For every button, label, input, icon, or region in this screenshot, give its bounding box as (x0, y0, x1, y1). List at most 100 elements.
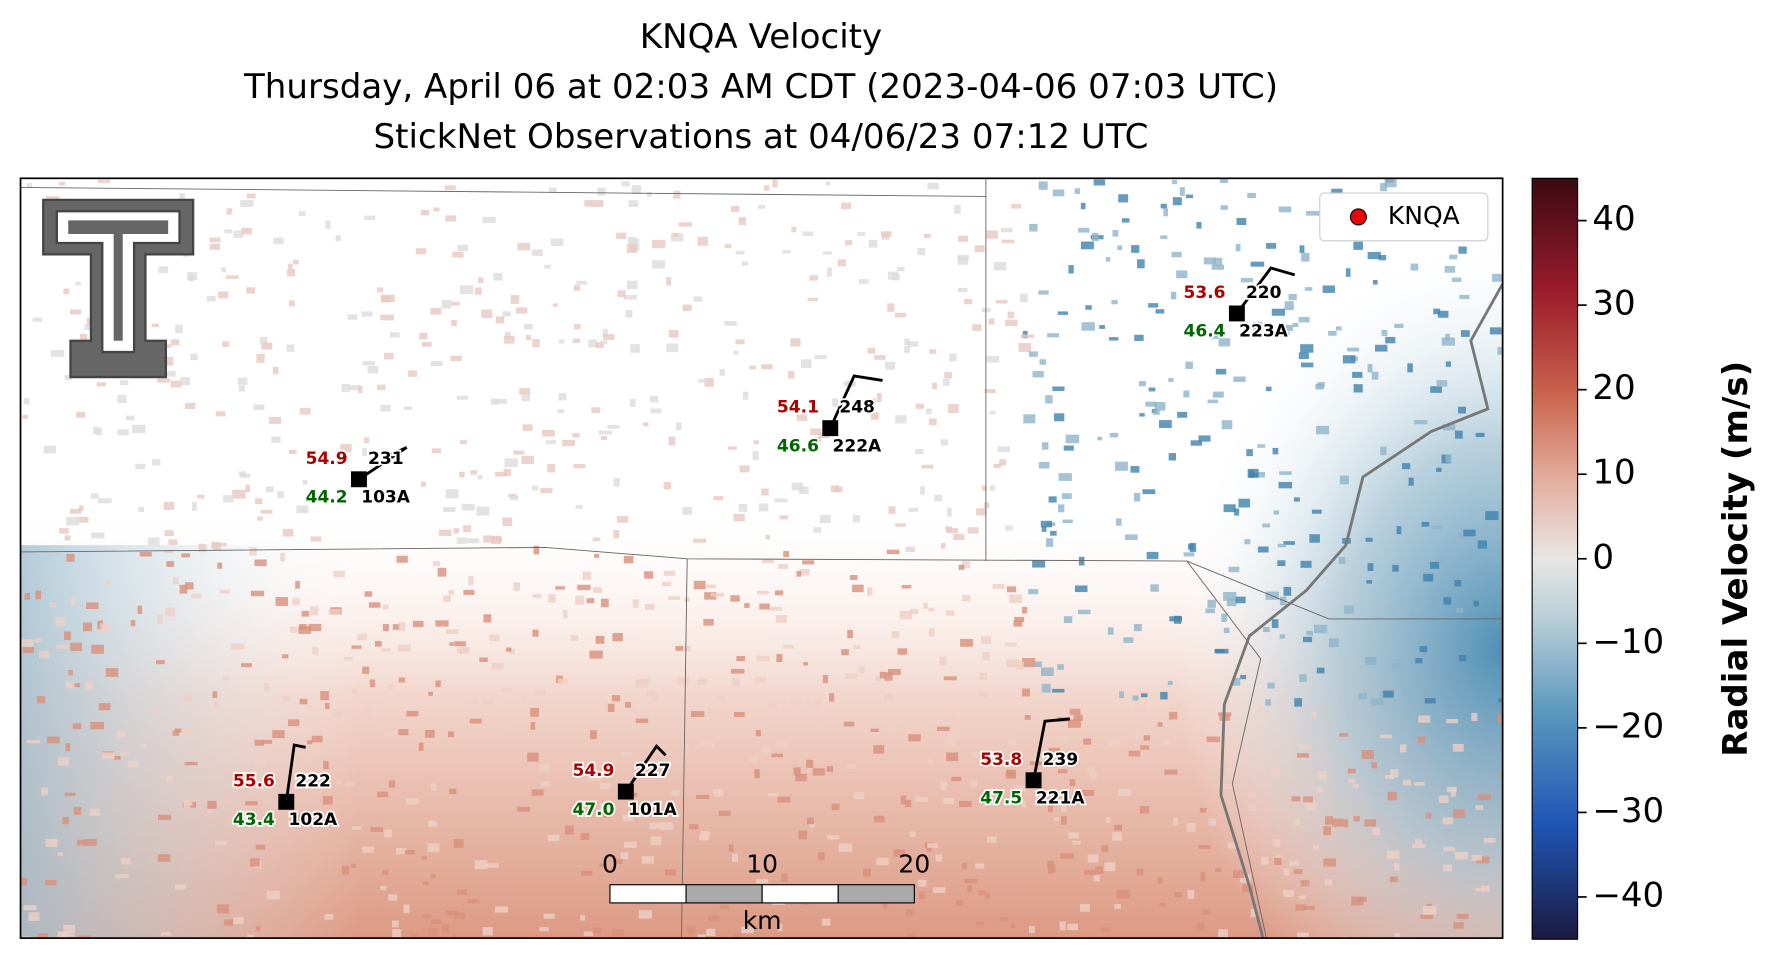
radar-gate (1391, 662, 1403, 671)
radar-gate (245, 484, 250, 493)
radar-gate (817, 852, 825, 861)
radar-gate (254, 758, 268, 767)
radar-gate (884, 672, 893, 681)
radar-gate (1417, 736, 1426, 743)
radar-gate (1442, 423, 1456, 431)
radar-gate (470, 470, 477, 475)
radar-gate (1136, 868, 1144, 876)
radar-gate (56, 644, 69, 649)
radar-gate (602, 810, 611, 818)
radar-gate (1150, 584, 1159, 592)
station-value: 248 (839, 398, 875, 418)
radar-gate (936, 726, 950, 731)
radar-gate (515, 307, 528, 314)
radar-gate (1112, 229, 1119, 237)
radar-gate (662, 581, 672, 587)
radar-gate (959, 800, 972, 807)
radar-gate (1232, 677, 1241, 686)
radar-gate (1394, 323, 1404, 329)
radar-gate (217, 562, 223, 569)
radar-gate (277, 491, 284, 499)
radar-gate (1221, 420, 1233, 430)
radar-gate (1081, 322, 1095, 331)
radar-gate (652, 239, 666, 249)
radar-gate (1161, 739, 1170, 745)
radar-gate (689, 824, 699, 830)
radar-gate (992, 583, 1005, 590)
radar-gate (707, 707, 712, 713)
radar-gate (945, 737, 956, 747)
radar-gate (1303, 905, 1315, 910)
radar-gate (530, 707, 539, 717)
radar-gate (875, 675, 882, 682)
radar-gate (1139, 806, 1150, 814)
radar-gate (602, 328, 608, 337)
radar-gate (1414, 839, 1422, 844)
radar-gate (1063, 616, 1073, 623)
radar-gate (699, 834, 710, 841)
radar-gate (813, 527, 822, 533)
radar-gate (1083, 738, 1092, 745)
radar-gate (595, 635, 605, 644)
radar-gate (758, 503, 769, 512)
station-id: 221A (1036, 788, 1086, 808)
radar-gate (232, 489, 246, 499)
radar-gate (650, 408, 662, 414)
radar-gate (184, 694, 192, 703)
radar-gate (421, 855, 427, 860)
radar-gate (1035, 661, 1042, 668)
radar-gate (754, 676, 766, 683)
radar-gate (1431, 525, 1443, 530)
radar-gate (532, 594, 542, 598)
radar-gate (459, 471, 465, 478)
radar-gate (77, 839, 86, 846)
radar-gate (1228, 566, 1240, 573)
wind-barb (1032, 717, 1071, 781)
radar-gate (822, 918, 831, 926)
radar-gate (28, 912, 40, 921)
radar-gate (139, 551, 152, 557)
radar-gate (806, 767, 812, 772)
radar-gate (649, 822, 663, 830)
radar-gate (611, 695, 621, 702)
radar-gate (921, 464, 934, 469)
radar-gate (271, 436, 281, 443)
radar-gate (1038, 290, 1049, 295)
radar-gate (175, 324, 183, 334)
radar-gate (1313, 845, 1320, 851)
radar-gate (1226, 767, 1235, 775)
radar-gate (1317, 382, 1325, 388)
radar-gate (1211, 264, 1224, 270)
radar-gate (718, 810, 731, 817)
station-marker (822, 420, 839, 437)
radar-gate (519, 388, 531, 395)
radar-gate (1020, 334, 1035, 338)
radar-gate (341, 865, 350, 875)
radar-gate (23, 398, 30, 405)
radar-gate (623, 841, 637, 848)
radar-gate (951, 776, 962, 782)
radar-gate (1014, 616, 1025, 623)
radar-gate (985, 230, 999, 239)
radar-gate (704, 592, 717, 600)
radar-gate (1353, 384, 1363, 393)
radar-gate (1235, 596, 1246, 604)
radar-gate (580, 915, 586, 921)
radar-gate (1087, 767, 1095, 774)
tick-label: −40 (1592, 875, 1664, 915)
radar-gate (398, 729, 409, 736)
tick-label: −10 (1592, 622, 1664, 662)
radar-gate (755, 730, 762, 737)
radar-gate (224, 229, 233, 234)
radar-gate (55, 617, 66, 626)
radar-gate (459, 440, 467, 445)
radar-gate (1372, 827, 1380, 835)
radar-gate (1433, 308, 1441, 315)
temperature: 55.6 (233, 771, 275, 791)
radar-gate (324, 913, 334, 920)
radar-gate (261, 342, 273, 350)
radar-gate (1323, 826, 1332, 836)
radar-gate (198, 543, 207, 553)
radar-gate (1262, 626, 1270, 633)
radar-gate (502, 311, 511, 317)
